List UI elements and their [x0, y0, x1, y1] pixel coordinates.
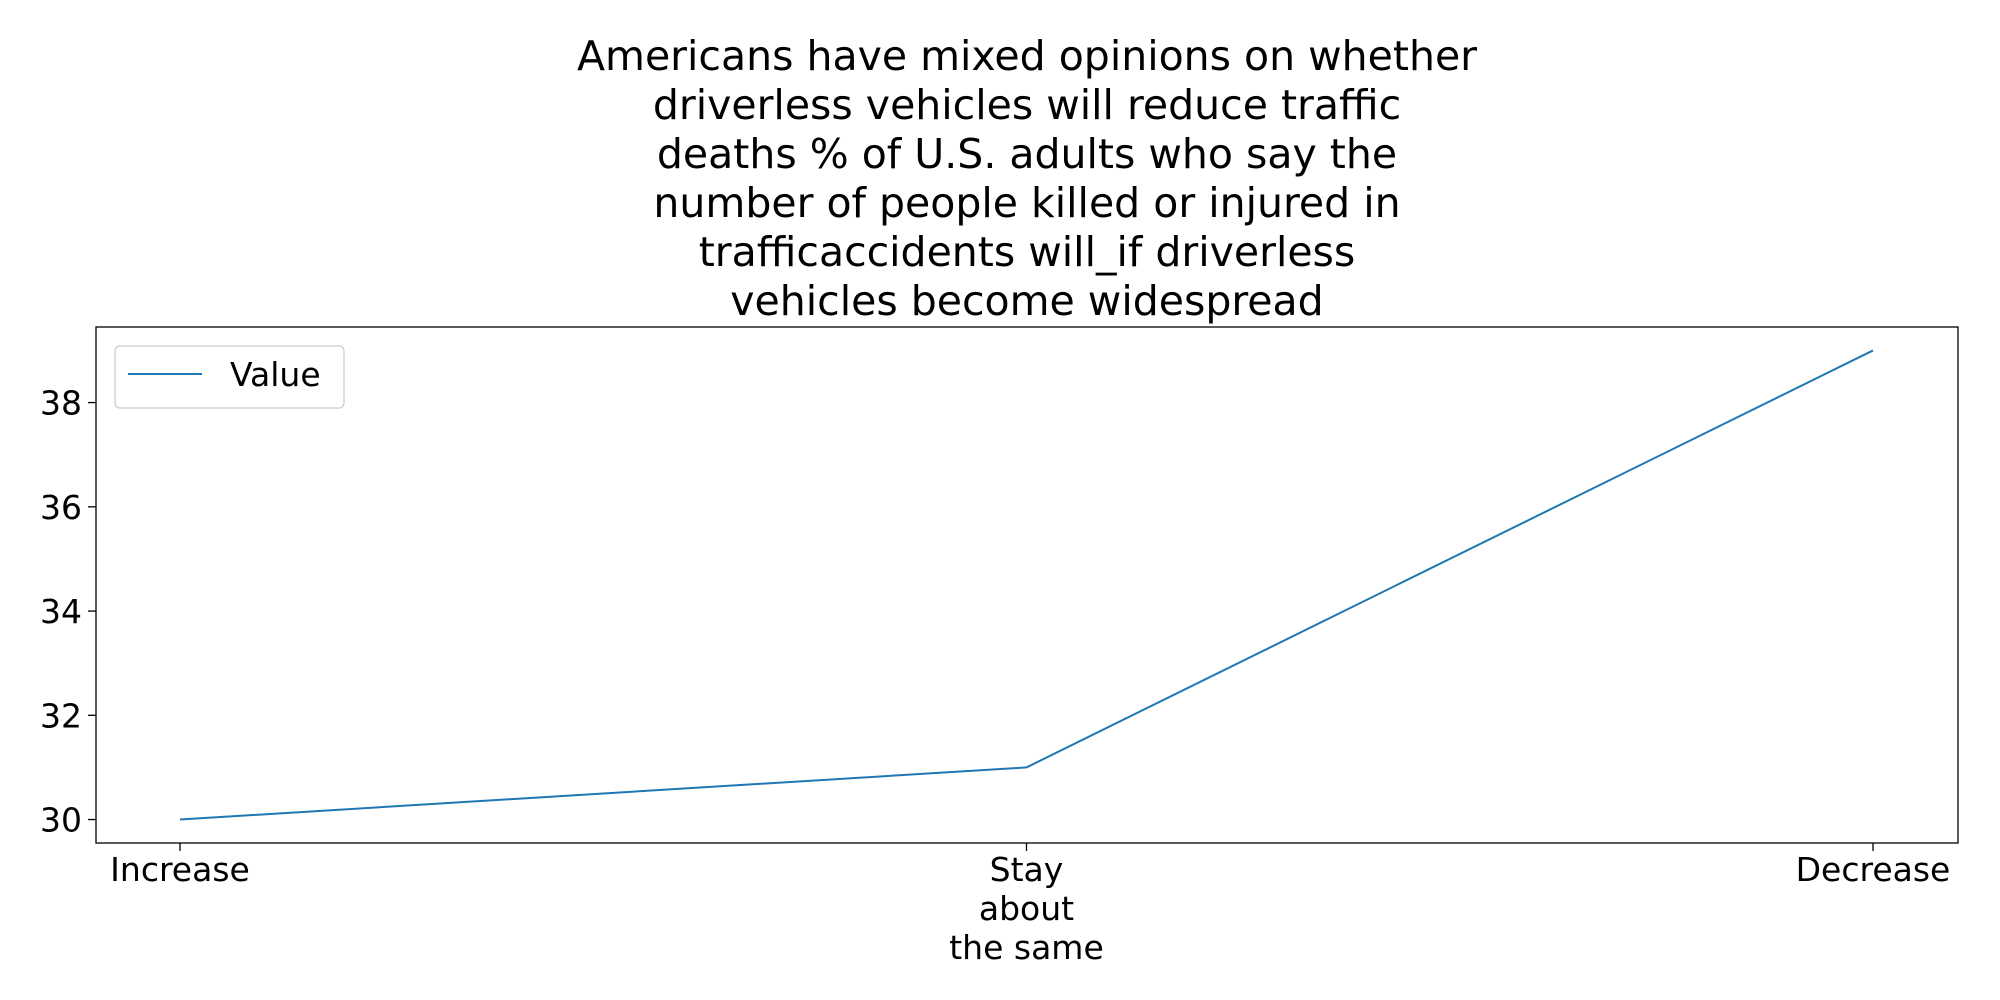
y-tick-label: 38 — [40, 384, 82, 423]
y-tick-label: 32 — [40, 696, 82, 735]
y-axis: 30 32 34 36 38 — [40, 384, 96, 840]
legend: Value — [114, 345, 345, 409]
legend-box — [114, 345, 345, 409]
chart-title-line: deaths % of U.S. adults who say the — [657, 130, 1397, 178]
y-tick-label: 30 — [40, 801, 82, 840]
chart-title-line: driverless vehicles will reduce traffic — [653, 81, 1401, 129]
y-tick-label: 36 — [40, 488, 82, 527]
x-tick-label: Decrease — [1796, 850, 1951, 889]
x-axis: Increase Stay about the same Decrease — [110, 843, 1950, 967]
series-lines — [179, 349, 1874, 821]
chart-title-line: trafficaccidents will_if driverless — [699, 228, 1356, 276]
chart-title-line: Americans have mixed opinions on whether — [577, 32, 1477, 80]
x-tick-label: Stay about the same — [949, 850, 1104, 967]
y-tick-label: 34 — [40, 592, 82, 631]
chart-title: Americans have mixed opinions on whether… — [577, 32, 1477, 325]
plot-area — [95, 326, 1959, 844]
chart-title-line: vehicles become widespread — [730, 277, 1323, 325]
chart-title-line: number of people killed or injured in — [653, 179, 1400, 227]
x-tick-label: Increase — [110, 850, 250, 889]
series-line — [179, 349, 1874, 821]
legend-label: Value — [230, 355, 321, 394]
